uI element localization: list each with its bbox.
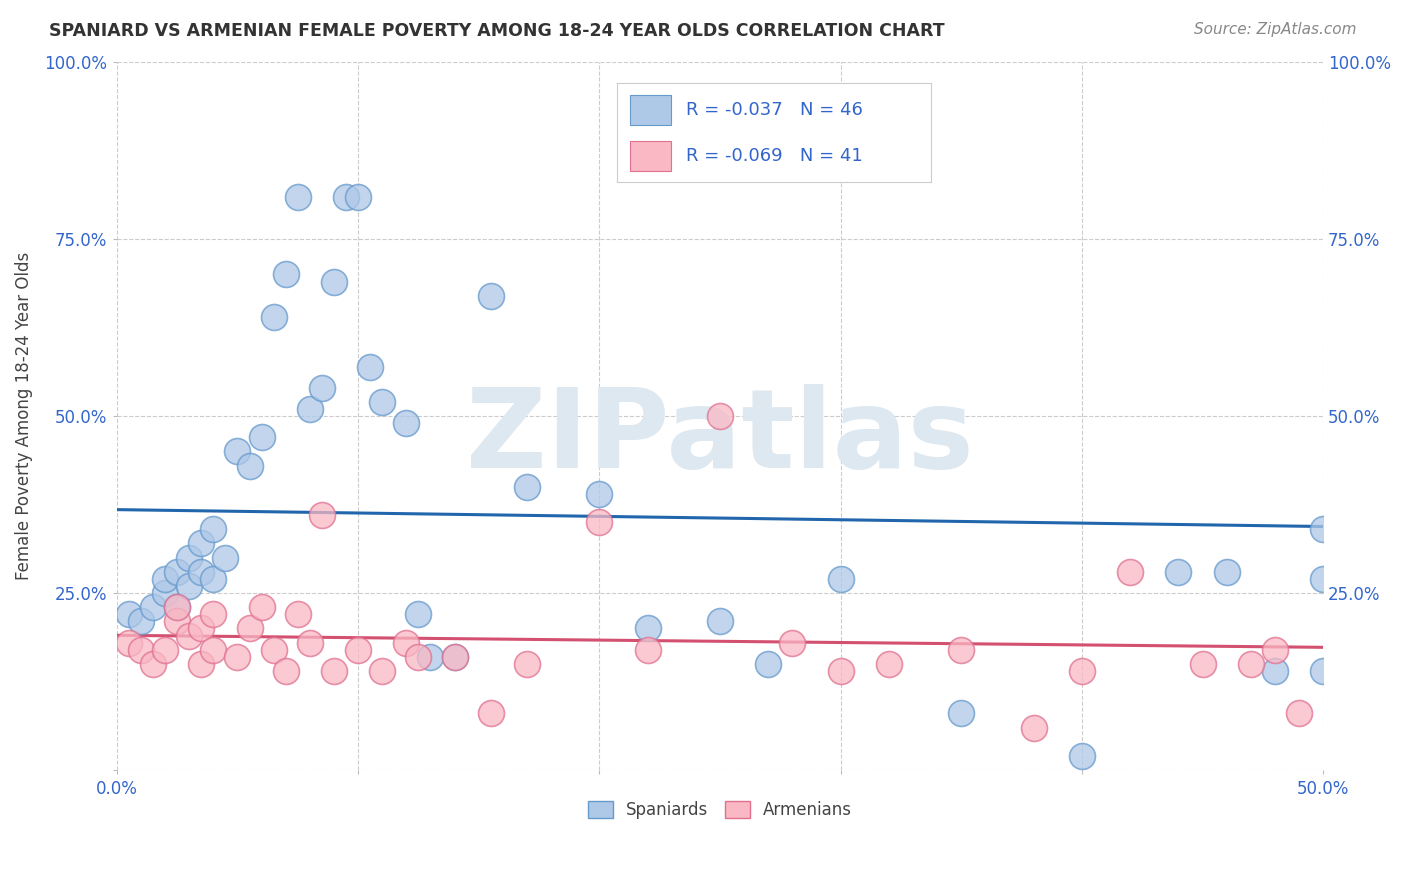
Point bbox=[311, 508, 333, 523]
Point bbox=[419, 649, 441, 664]
Point bbox=[118, 607, 141, 622]
Point bbox=[588, 487, 610, 501]
Point bbox=[274, 268, 297, 282]
Point bbox=[1240, 657, 1263, 671]
Legend: Spaniards, Armenians: Spaniards, Armenians bbox=[581, 794, 859, 825]
Point bbox=[202, 642, 225, 657]
Text: SPANIARD VS ARMENIAN FEMALE POVERTY AMONG 18-24 YEAR OLDS CORRELATION CHART: SPANIARD VS ARMENIAN FEMALE POVERTY AMON… bbox=[49, 22, 945, 40]
Point bbox=[202, 607, 225, 622]
Point bbox=[238, 622, 260, 636]
Point bbox=[190, 622, 212, 636]
Point bbox=[408, 607, 430, 622]
Point bbox=[142, 600, 165, 615]
Point bbox=[1215, 565, 1237, 579]
Point bbox=[347, 189, 370, 203]
Point bbox=[179, 550, 201, 565]
Point bbox=[443, 649, 465, 664]
Point bbox=[1288, 706, 1310, 721]
Point bbox=[335, 189, 357, 203]
Point bbox=[166, 600, 188, 615]
Point bbox=[709, 615, 731, 629]
Point bbox=[1070, 748, 1092, 763]
Point bbox=[637, 622, 659, 636]
Point bbox=[190, 536, 212, 550]
Point bbox=[263, 642, 285, 657]
Point bbox=[830, 572, 852, 586]
Y-axis label: Female Poverty Among 18-24 Year Olds: Female Poverty Among 18-24 Year Olds bbox=[15, 252, 32, 580]
Point bbox=[226, 444, 249, 458]
Point bbox=[877, 657, 900, 671]
Point bbox=[179, 628, 201, 642]
Point bbox=[782, 635, 804, 649]
Point bbox=[311, 381, 333, 395]
Point bbox=[202, 572, 225, 586]
Point bbox=[142, 657, 165, 671]
Point bbox=[118, 635, 141, 649]
Point bbox=[298, 402, 321, 417]
Point bbox=[1191, 657, 1213, 671]
Point bbox=[395, 416, 418, 430]
Point bbox=[1312, 522, 1334, 536]
Point bbox=[1264, 664, 1286, 678]
Point bbox=[263, 310, 285, 324]
Point bbox=[1167, 565, 1189, 579]
Point bbox=[359, 359, 381, 374]
Point bbox=[250, 430, 273, 444]
Point bbox=[287, 607, 309, 622]
Point bbox=[166, 600, 188, 615]
Point bbox=[950, 706, 973, 721]
Point bbox=[166, 615, 188, 629]
Text: ZIPatlas: ZIPatlas bbox=[467, 384, 974, 491]
Point bbox=[1022, 721, 1045, 735]
Point bbox=[371, 395, 394, 409]
Point bbox=[950, 642, 973, 657]
Point bbox=[443, 649, 465, 664]
Point bbox=[1070, 664, 1092, 678]
Point bbox=[166, 565, 188, 579]
Point bbox=[1312, 664, 1334, 678]
Point bbox=[190, 565, 212, 579]
Point bbox=[202, 522, 225, 536]
Point bbox=[756, 657, 779, 671]
Point bbox=[408, 649, 430, 664]
Point bbox=[274, 664, 297, 678]
Point bbox=[1264, 642, 1286, 657]
Point bbox=[395, 635, 418, 649]
Point bbox=[129, 615, 152, 629]
Point bbox=[214, 550, 236, 565]
Point bbox=[637, 642, 659, 657]
Point bbox=[709, 409, 731, 423]
Point bbox=[179, 579, 201, 593]
Point bbox=[153, 572, 176, 586]
Point bbox=[830, 664, 852, 678]
Point bbox=[1312, 572, 1334, 586]
Point bbox=[190, 657, 212, 671]
Point bbox=[250, 600, 273, 615]
Point bbox=[287, 189, 309, 203]
Point bbox=[347, 642, 370, 657]
Point bbox=[226, 649, 249, 664]
Point bbox=[588, 515, 610, 529]
Point bbox=[238, 458, 260, 473]
Point bbox=[323, 664, 346, 678]
Text: Source: ZipAtlas.com: Source: ZipAtlas.com bbox=[1194, 22, 1357, 37]
Point bbox=[1119, 565, 1142, 579]
Point bbox=[479, 706, 502, 721]
Point bbox=[516, 657, 538, 671]
Point bbox=[129, 642, 152, 657]
Point bbox=[371, 664, 394, 678]
Point bbox=[153, 586, 176, 600]
Point bbox=[153, 642, 176, 657]
Point bbox=[323, 275, 346, 289]
Point bbox=[516, 480, 538, 494]
Point bbox=[479, 289, 502, 303]
Point bbox=[298, 635, 321, 649]
